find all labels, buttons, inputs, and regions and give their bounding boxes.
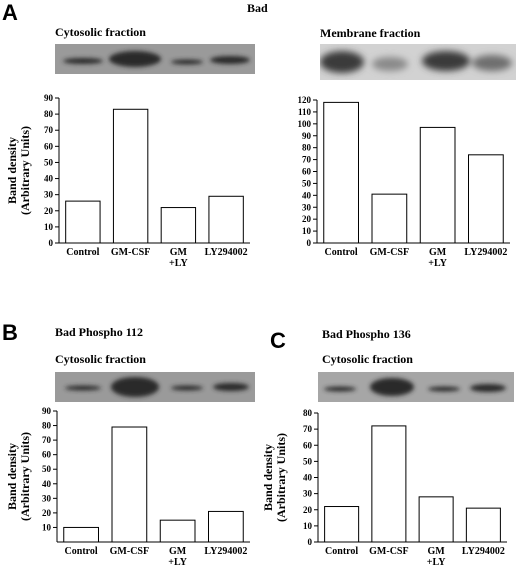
y-tick-label: 60 (302, 167, 312, 177)
b-cytosolic-bar-chart: 10 20 30 40 50 60 70 80 90 Control GM-CSF GM +LY LY29… (5, 406, 250, 568)
y-tick-label: 10 (303, 521, 313, 531)
y-tick-label: 0 (308, 537, 313, 547)
y-tick-label: 120 (298, 95, 312, 105)
x-tick-label: LY294002 (204, 546, 247, 557)
bar (323, 101, 359, 244)
y-tick-label: 50 (303, 456, 313, 466)
bar (208, 195, 244, 244)
panel-b-letter: B (2, 320, 18, 345)
c-cytosolic-bar-chart: 0 10 20 30 40 50 60 70 80 Control GM-CSF GM +LY LY294… (261, 408, 507, 568)
x-tick-label: GM-CSF (369, 546, 408, 557)
x-tick-label: GM-CSF (370, 247, 409, 258)
bar (465, 507, 501, 543)
panel-a-letter: A (2, 0, 18, 25)
bar (418, 496, 454, 543)
bar (208, 510, 244, 543)
y-tick-label: 90 (302, 131, 312, 141)
y-tick-label: 10 (302, 226, 312, 236)
bar (371, 425, 407, 543)
x-tick-label: LY294002 (205, 247, 248, 258)
panel-a-title: Bad (247, 1, 268, 15)
bar (160, 207, 197, 244)
y-tick-label: 20 (303, 505, 313, 515)
x-tick-label: GM +LY (427, 546, 446, 568)
y-tick-label: 60 (303, 440, 313, 450)
y-tick-label: 90 (44, 93, 54, 103)
y-tick-label: 80 (302, 143, 312, 153)
bar (324, 506, 360, 543)
y-tick-label: 0 (307, 238, 312, 248)
x-tick-label: GM +LY (169, 247, 188, 269)
y-tick-label: 20 (44, 206, 54, 216)
c-cytosolic-fraction-label: Cytosolic fraction (322, 352, 413, 366)
y-tick-label: 40 (44, 174, 54, 184)
x-tick-label: Control (325, 247, 358, 258)
y-tick-label: 110 (298, 107, 312, 117)
bar (111, 426, 148, 543)
y-tick-label: 80 (44, 109, 54, 119)
panel-c-title: Bad Phospho 136 (322, 327, 411, 341)
y-tick-label: 100 (298, 119, 312, 129)
y-tick-label: 0 (49, 238, 54, 248)
y-tick-label: 30 (42, 493, 52, 503)
b-cytosolic-fraction-label: Cytosolic fraction (55, 352, 146, 366)
x-tick-label: LY294002 (462, 546, 505, 557)
bar (65, 200, 101, 244)
a-cytosolic-bar-chart: 0 10 20 30 40 50 60 70 80 90 Control GM-CSF GM +LY LY2… (5, 93, 250, 269)
y-tick-label: 80 (42, 421, 52, 431)
y-tick-label: 20 (302, 214, 312, 224)
bar (159, 519, 196, 543)
y-tick-label: 60 (42, 450, 52, 460)
y-axis-label: Band density(Arbitrary Units) (261, 433, 288, 522)
y-tick-label: 20 (42, 508, 52, 518)
x-tick-label: Control (325, 546, 358, 557)
y-tick-label: 30 (302, 202, 312, 212)
b-cytosolic-blot-image (55, 372, 255, 402)
y-tick-label: 70 (302, 155, 312, 165)
x-tick-label: GM +LY (428, 247, 447, 269)
bar (371, 193, 408, 244)
y-tick-label: 10 (44, 222, 54, 232)
x-tick-label: Control (65, 546, 98, 557)
y-tick-label: 90 (42, 406, 52, 416)
x-tick-label: GM-CSF (110, 546, 149, 557)
y-axis-label: Band density(Arbitrary Units) (5, 432, 32, 521)
y-tick-label: 30 (303, 489, 313, 499)
y-tick-label: 50 (302, 178, 312, 188)
y-tick-label: 10 (42, 522, 52, 532)
y-tick-label: 50 (44, 157, 54, 167)
y-tick-label: 70 (44, 125, 54, 135)
x-tick-label: GM +LY (168, 546, 187, 568)
a-cytosolic-fraction-label: Cytosolic fraction (55, 25, 146, 39)
a-cytosolic-blot-image (55, 44, 255, 74)
bar (112, 108, 149, 244)
x-tick-label: Control (66, 247, 99, 258)
bar (468, 154, 504, 244)
y-tick-label: 40 (302, 190, 312, 200)
y-tick-label: 70 (303, 424, 313, 434)
y-tick-label: 30 (44, 190, 54, 200)
y-tick-label: 40 (42, 479, 52, 489)
bar (63, 526, 99, 543)
a-membrane-fraction-label: Membrane fraction (320, 26, 421, 40)
y-tick-label: 50 (42, 464, 52, 474)
y-tick-label: 60 (44, 141, 54, 151)
c-cytosolic-blot-image (318, 372, 514, 402)
panel-b-title: Bad Phospho 112 (55, 325, 144, 339)
y-tick-label: 40 (303, 473, 313, 483)
bar (419, 126, 456, 244)
panel-c-letter: C (270, 328, 286, 353)
a-membrane-blot-image (320, 44, 516, 80)
x-tick-label: GM-CSF (111, 247, 150, 258)
y-axis-label: Band density(Arbitrary Units) (5, 126, 32, 215)
x-tick-label: LY294002 (464, 247, 507, 258)
y-tick-label: 80 (303, 408, 313, 418)
y-tick-label: 70 (42, 435, 52, 445)
